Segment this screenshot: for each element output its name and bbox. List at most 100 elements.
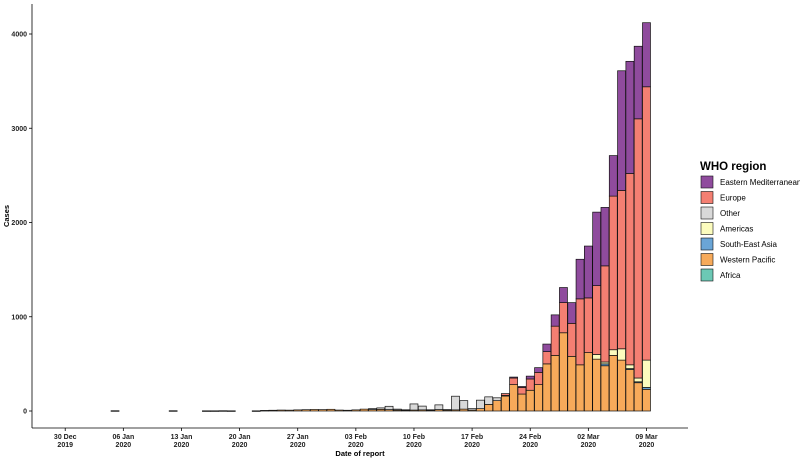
bar-segment-western-pacific: [343, 409, 352, 412]
bar-segment-other: [451, 395, 460, 411]
bar-segment-other: [492, 397, 502, 401]
bar-segment-other: [467, 408, 477, 411]
bar-segment-europe: [525, 378, 535, 391]
bar-segment-europe: [559, 302, 568, 334]
bar-segment-europe: [567, 323, 577, 357]
x-tick-label-year: 2020: [174, 442, 190, 449]
bar-segment-europe: [542, 351, 552, 365]
x-tick-label-year: 2020: [522, 442, 538, 449]
bar-segment-europe: [517, 387, 527, 395]
bar-segment-western-pacific: [218, 410, 228, 412]
bar-segment-eastern-mediterranean: [625, 60, 635, 174]
legend-swatch-eastern-mediterranean: [700, 175, 714, 189]
y-axis-ticks: 0 1000 2000 3000 4000: [11, 32, 32, 416]
bar-segment-western-pacific: [509, 384, 518, 412]
bar-segment-europe: [500, 393, 510, 396]
bar-segment-other: [484, 396, 494, 405]
bar-segment-eastern-mediterranean: [592, 211, 601, 286]
legend: WHO region Eastern Mediterranean Europe Ot…: [700, 161, 800, 282]
bar-segment-eastern-mediterranean: [617, 70, 626, 191]
x-tick-label-year: 2020: [232, 442, 248, 449]
x-tick-label: 06 Jan: [112, 434, 134, 441]
bar-segment-europe: [534, 372, 543, 385]
x-tick-label-year: 2020: [464, 442, 480, 449]
bar-segment-europe: [550, 325, 560, 356]
bar-segment-other: [384, 405, 394, 410]
bar-segment-americas: [592, 354, 601, 360]
bar-segment-americas: [625, 364, 635, 369]
bar-segment-western-pacific: [476, 408, 485, 412]
bar-segment-eastern-mediterranean: [584, 245, 593, 299]
bar-segment-western-pacific: [301, 409, 311, 412]
bar-segment-western-pacific: [584, 352, 593, 412]
bar-segment-western-pacific: [293, 409, 303, 412]
bar-segment-eastern-mediterranean: [559, 287, 568, 303]
bar-segment-eastern-mediterranean: [542, 343, 552, 352]
legend-label-africa: Africa: [720, 271, 741, 280]
x-tick-label: 13 Jan: [171, 434, 193, 441]
bar-segment-other: [401, 409, 411, 411]
bar-segment-western-pacific: [309, 409, 319, 412]
bar-segment-western-pacific: [210, 410, 220, 412]
x-axis-title: Date of report: [335, 449, 385, 458]
bar-segment-western-pacific: [600, 365, 610, 412]
bar-segment-europe: [600, 265, 610, 363]
bar-segment-other: [409, 403, 419, 411]
bar-segment-other: [417, 405, 427, 411]
bar-segment-other: [376, 407, 386, 410]
bar-segment-americas: [608, 349, 618, 356]
y-tick-label: 3000: [11, 126, 27, 133]
bar-segment-western-pacific: [617, 359, 626, 412]
bar-segment-eastern-mediterranean: [517, 386, 527, 388]
bar-segment-western-pacific: [534, 384, 543, 412]
bar-segment-western-pacific: [525, 389, 535, 412]
legend-label-americas: Americas: [720, 225, 753, 234]
legend-swatch-africa: [700, 268, 714, 282]
bar-segment-western-pacific: [500, 395, 510, 412]
bar-segment-eastern-mediterranean: [550, 314, 560, 327]
bar-segment-europe: [625, 173, 635, 366]
x-tick-label: 20 Jan: [229, 434, 251, 441]
legend-swatch-south-east-asia: [700, 237, 714, 251]
y-tick-label: 4000: [11, 32, 27, 39]
bar-segment-other: [426, 409, 435, 411]
bar-segment-western-pacific: [559, 332, 568, 412]
bar-segment-western-pacific: [492, 400, 502, 412]
y-tick-label: 1000: [11, 314, 27, 321]
x-tick-label-year: 2020: [116, 442, 132, 449]
bar-segment-eastern-mediterranean: [642, 22, 651, 88]
x-tick-label: 10 Feb: [403, 434, 425, 441]
bar-segment-western-pacific: [285, 409, 294, 412]
bar-segment-western-pacific: [226, 410, 236, 412]
x-tick-label: 03 Feb: [345, 434, 367, 441]
bar-segment-western-pacific: [168, 410, 178, 412]
bar-segment-western-pacific: [359, 408, 369, 412]
x-tick-label-year: 2020: [639, 442, 655, 449]
bar-segment-other: [442, 409, 452, 411]
legend-swatch-americas: [700, 222, 714, 235]
bar-segment-western-pacific: [276, 409, 286, 412]
bar-segment-western-pacific: [351, 409, 361, 412]
bar-segment-americas: [633, 377, 643, 383]
legend-swatch-europe: [700, 191, 714, 204]
bar-segment-western-pacific: [268, 409, 278, 412]
x-tick-label: 17 Feb: [461, 434, 483, 441]
bar-segment-western-pacific: [318, 409, 327, 412]
x-tick-label: 24 Feb: [519, 434, 541, 441]
bar-segment-europe: [584, 297, 593, 353]
bar-segment-western-pacific: [251, 410, 261, 412]
bar-segment-europe: [608, 195, 618, 351]
bar-segment-europe: [617, 190, 626, 350]
bar-segment-eastern-mediterranean: [633, 45, 643, 120]
bar-segment-western-pacific: [202, 410, 211, 412]
x-tick-label-year: 2020: [581, 442, 597, 449]
x-tick-label: 02 Mar: [577, 434, 599, 441]
bar-segment-other: [476, 399, 485, 409]
x-tick-label: 27 Jan: [287, 434, 309, 441]
bar-segment-western-pacific: [625, 369, 635, 412]
y-axis-title: Cases: [2, 205, 11, 227]
legend-swatch-western-pacific: [700, 253, 714, 266]
bar-segment-europe: [575, 298, 585, 366]
bar-segment-americas: [642, 359, 651, 388]
